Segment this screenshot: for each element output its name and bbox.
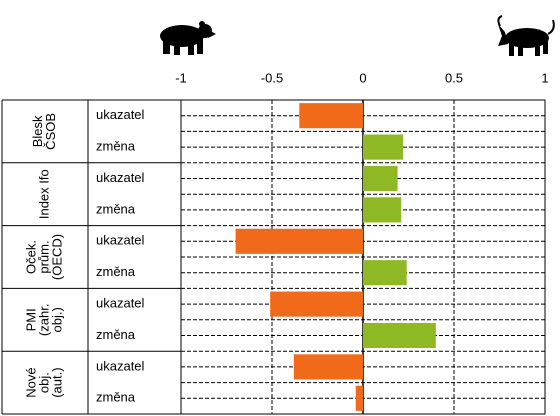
category-label: ukazatel <box>96 170 145 185</box>
x-tick-label: 0.5 <box>445 70 463 85</box>
group-label: Oček. <box>23 240 38 274</box>
bar <box>363 322 436 349</box>
x-tick-label: -0.5 <box>261 70 283 85</box>
group-label: ČSOB <box>43 113 58 150</box>
category-label: ukazatel <box>96 107 145 122</box>
group-label: (aut.) <box>49 367 64 397</box>
bar <box>363 134 404 160</box>
bull-icon <box>497 15 555 56</box>
group-label: obj. <box>36 372 51 393</box>
group-label: Nové <box>23 367 38 397</box>
group-label: (zahr. <box>36 304 51 337</box>
bar <box>355 385 363 411</box>
x-tick-label: -1 <box>175 70 187 85</box>
group-label: prům. <box>36 240 51 273</box>
category-label: ukazatel <box>96 358 145 373</box>
bar <box>235 228 363 254</box>
x-tick-label: 1 <box>541 70 548 85</box>
category-label: změna <box>96 327 136 342</box>
bear-icon <box>160 21 216 55</box>
plot-frame <box>180 99 546 415</box>
bar <box>363 260 407 286</box>
x-tick-label: 0 <box>359 70 366 85</box>
group-label: obj.) <box>49 307 64 332</box>
bar <box>363 197 402 223</box>
group-label: Blesk <box>30 115 45 147</box>
bar <box>363 165 398 192</box>
bar <box>270 291 363 317</box>
category-label: změna <box>96 264 136 279</box>
bar <box>293 354 363 380</box>
group-label: PMI <box>23 308 38 331</box>
category-label: změna <box>96 139 136 154</box>
group-label: Index Ifo <box>36 169 51 219</box>
category-label: změna <box>96 390 136 405</box>
bar <box>299 103 363 129</box>
category-label: změna <box>96 201 136 216</box>
category-label: ukazatel <box>96 296 145 311</box>
group-label: (OECD) <box>49 234 64 280</box>
category-label: ukazatel <box>96 233 145 248</box>
